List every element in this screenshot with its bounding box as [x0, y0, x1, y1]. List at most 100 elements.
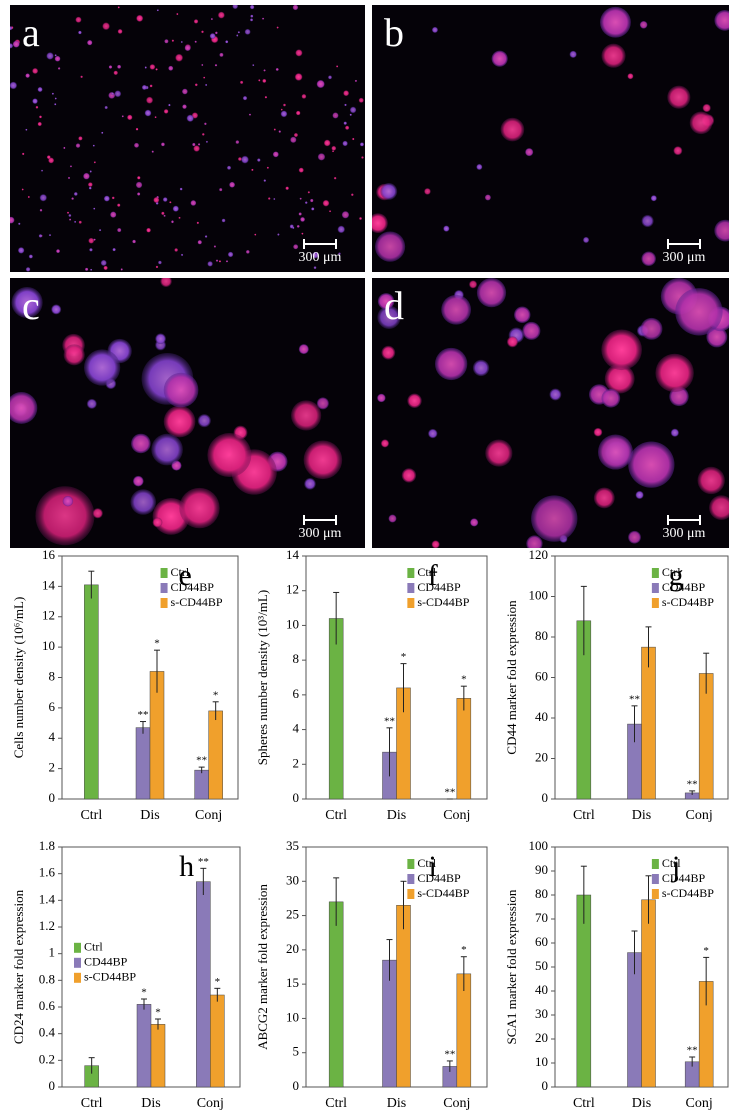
cell-blob	[667, 85, 691, 109]
cell-blob	[697, 466, 725, 495]
cell-blob	[484, 194, 491, 201]
legend-label: s-CD44BP	[417, 595, 469, 609]
cell-blob	[476, 163, 483, 170]
cell-blob	[67, 176, 71, 180]
y-tick-label: 1.2	[39, 918, 55, 933]
cell-blob	[273, 198, 276, 201]
cell-blob	[604, 363, 635, 394]
cell-blob	[151, 433, 183, 466]
cell-blob	[205, 140, 208, 143]
cell-blob	[114, 90, 122, 98]
cell-blob	[41, 169, 44, 172]
y-tick-label: 80	[535, 886, 548, 901]
scale-bar-label: 300 μm	[663, 526, 706, 541]
cell-blob	[249, 5, 255, 10]
legend-label: CD44BP	[662, 580, 706, 594]
legend-swatch	[407, 859, 415, 869]
y-tick-label: 14	[286, 547, 300, 562]
cell-blob	[341, 211, 350, 219]
cell-blob	[137, 192, 141, 196]
panel-letter: a	[22, 10, 40, 55]
cell-blob	[245, 250, 250, 254]
cell-blob	[132, 239, 136, 244]
cell-blob	[215, 31, 218, 35]
cell-blob	[136, 14, 144, 22]
cell-blob	[500, 117, 525, 142]
y-axis-label: CD24 marker fold expression	[11, 889, 26, 1044]
cell-blob	[169, 201, 172, 204]
cell-blob	[304, 478, 316, 490]
cell-blob	[307, 191, 311, 194]
y-tick-label: 0.4	[39, 1025, 56, 1040]
cell-blob	[39, 208, 43, 212]
cell-blob	[350, 193, 354, 197]
cell-blob	[290, 136, 297, 143]
cell-blob	[601, 329, 642, 371]
cell-blob	[278, 130, 281, 133]
cell-blob	[207, 433, 252, 478]
cell-blob	[117, 6, 120, 9]
cell-blob	[254, 233, 257, 236]
cell-blob	[276, 26, 279, 29]
cell-blob	[329, 210, 332, 213]
significance-mark: *	[154, 638, 160, 650]
cell-blob	[135, 181, 143, 189]
cell-blob	[203, 76, 206, 79]
cell-blob	[374, 231, 406, 262]
cell-blob	[78, 136, 83, 141]
y-tick-label: 25	[286, 907, 299, 922]
cell-blob	[344, 103, 347, 107]
cell-blob	[151, 150, 154, 153]
significance-mark: **	[687, 778, 698, 790]
cell-blob	[250, 14, 254, 18]
cell-blob	[522, 321, 541, 340]
cell-blob	[62, 495, 74, 507]
cell-blob	[333, 176, 337, 180]
cell-blob	[313, 266, 317, 270]
cell-blob	[204, 122, 207, 126]
cell-blob	[168, 65, 174, 71]
bar	[641, 899, 656, 1088]
cell-blob	[180, 40, 183, 44]
cell-blob	[358, 97, 364, 103]
cell-blob	[156, 9, 159, 12]
cell-blob	[349, 113, 352, 116]
cell-blob	[277, 233, 280, 236]
y-tick-label: 0	[49, 1078, 56, 1093]
cell-blob	[280, 108, 283, 111]
cell-blob	[88, 237, 95, 244]
cell-blob	[149, 84, 153, 88]
cell-blob	[593, 487, 615, 509]
cell-blob	[113, 70, 118, 76]
cell-blob	[293, 244, 299, 250]
legend-swatch	[407, 568, 415, 578]
cell-blob	[162, 197, 168, 202]
cell-blob	[331, 145, 337, 151]
cell-blob	[163, 109, 169, 114]
cell-blob	[117, 228, 122, 233]
cell-blob	[111, 92, 114, 95]
y-tick-label: 60	[535, 934, 548, 949]
cell-blob	[48, 157, 55, 164]
cell-blob	[322, 199, 330, 207]
cell-blob	[11, 286, 43, 319]
cell-blob	[182, 104, 187, 109]
y-tick-label: 10	[286, 616, 299, 631]
cell-blob	[134, 142, 139, 148]
cell-blob	[470, 518, 479, 527]
cell-blob	[63, 146, 66, 149]
micrograph	[372, 5, 729, 272]
cell-blob	[155, 333, 166, 345]
cell-blob	[83, 172, 90, 180]
cell-blob	[337, 225, 345, 234]
cell-blob	[135, 127, 139, 131]
significance-mark: **	[444, 787, 455, 799]
cell-blob	[472, 359, 490, 377]
bar	[84, 584, 99, 800]
y-tick-label: 6	[49, 699, 56, 714]
x-tick-label: Conj	[443, 1096, 470, 1111]
cell-blob	[582, 236, 590, 244]
cell-blob	[359, 142, 364, 147]
cell-blob	[377, 305, 401, 329]
